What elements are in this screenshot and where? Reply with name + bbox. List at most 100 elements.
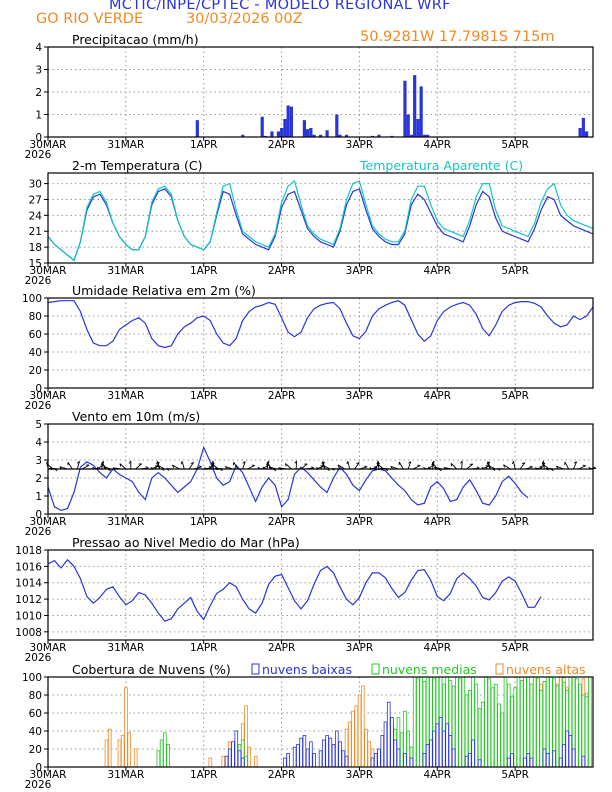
wind-barb	[461, 460, 463, 470]
cloud-bar-nuvens-baixas	[468, 753, 472, 768]
wind-barb-head	[364, 465, 368, 468]
x-tick-label: 31MAR	[107, 769, 144, 781]
y-tick-label: 40	[29, 726, 42, 738]
x-year-label: 2026	[25, 652, 52, 664]
cloud-bar-nuvens-baixas	[422, 753, 427, 768]
cloud-bar-nuvens-baixas	[373, 753, 378, 768]
cloud-bar-nuvens-baixas	[545, 753, 550, 768]
wind-barb-head	[157, 465, 160, 469]
cloud-bar-nuvens-medias	[500, 712, 505, 768]
run-date: 30/03/2026 00Z	[186, 11, 303, 27]
cloud-bar-nuvens-altas	[357, 694, 362, 768]
cloud-bar-nuvens-baixas	[283, 757, 287, 768]
cloud-bar-nuvens-baixas	[558, 757, 563, 768]
wind-barb-head	[337, 464, 340, 468]
x-tick-label: 30MAR	[30, 642, 67, 654]
cloud-bar-nuvens-baixas	[305, 748, 310, 768]
cloud-bar-nuvens-altas	[253, 755, 258, 768]
cloud-bar-nuvens-altas	[247, 746, 252, 768]
y-tick-label: 3	[35, 455, 42, 467]
cloud-bar-nuvens-baixas	[377, 748, 381, 768]
wind-barb-head	[76, 461, 80, 464]
y-tick-label: 3	[35, 65, 42, 77]
cloud-bar-nuvens-medias	[166, 744, 170, 768]
wind-barb	[266, 461, 270, 470]
y-tick-label: 1010	[15, 610, 42, 622]
cloud-bar-nuvens-medias	[558, 676, 563, 768]
x-tick-label: 31MAR	[107, 516, 144, 528]
cloud-bar-nuvens-baixas	[380, 735, 385, 768]
wind-barb-head	[460, 460, 463, 464]
panel-frame	[47, 676, 594, 768]
wind-barb-head	[310, 466, 315, 469]
y-tick-label: 4	[35, 437, 42, 449]
wind-barb-head	[408, 461, 412, 464]
cloud-bar-nuvens-baixas	[526, 753, 531, 768]
precip-bar	[286, 105, 290, 137]
y-tick-label: 0	[35, 132, 42, 144]
precip-bar	[344, 134, 349, 137]
cloud-bar-nuvens-baixas	[464, 755, 469, 768]
wind-barb-head	[376, 460, 379, 464]
x-tick-label: 4APR	[424, 769, 452, 781]
cloud-bar-nuvens-medias	[532, 676, 537, 768]
cloud-bar-nuvens-baixas	[390, 717, 394, 768]
cloud-bar-nuvens-medias	[493, 683, 498, 768]
cloud-bar-nuvens-altas	[360, 685, 365, 768]
y-tick-label: 1	[35, 491, 42, 503]
wind-barb-head	[172, 464, 175, 468]
wind-barb	[564, 461, 570, 470]
precip-bar	[419, 86, 423, 137]
cloud-bar-nuvens-medias	[461, 676, 466, 768]
wind-barb	[337, 464, 346, 470]
x-tick-label: 1APR	[190, 516, 218, 528]
cloud-bar-nuvens-baixas	[318, 750, 323, 768]
precip-bar	[276, 131, 281, 137]
wind-barb-head	[190, 461, 194, 464]
cloud-bar-nuvens-baixas	[224, 755, 229, 768]
legend-swatch	[495, 663, 504, 675]
cloud-bar-nuvens-baixas	[227, 748, 232, 768]
cloud-bar-nuvens-altas	[354, 705, 359, 768]
cloud-bar-nuvens-medias	[244, 755, 248, 768]
cloud-bar-nuvens-medias	[477, 708, 482, 768]
cloud-bar-nuvens-medias	[474, 683, 479, 768]
x-tick-label: 31MAR	[107, 642, 144, 654]
panel-5: 1008 1010 1012 1014 1016 1018 30MAR 31MAR 1APR 2A…	[15, 535, 594, 664]
panel-title: Pressao ao Nivel Medio do Mar (hPa)	[72, 535, 300, 550]
precip-bar	[312, 134, 316, 137]
precip-bar	[338, 134, 342, 137]
y-tick-label: 60	[29, 708, 42, 720]
x-tick-label: 1APR	[190, 390, 218, 402]
wind-barb	[347, 461, 351, 470]
wind-barb	[485, 461, 491, 470]
cloud-bar-nuvens-baixas	[510, 753, 514, 768]
x-tick-label: 3APR	[346, 139, 374, 151]
wind-barb	[466, 463, 474, 470]
legend-swatch	[371, 663, 380, 675]
cloud-bar-nuvens-baixas	[432, 730, 436, 768]
cloud-bar-nuvens-baixas	[571, 748, 576, 768]
x-tick-label: 3APR	[346, 769, 374, 781]
cloud-bar-nuvens-altas	[133, 748, 138, 768]
cloud-bar-nuvens-medias	[513, 687, 518, 768]
precip-bar	[578, 128, 582, 137]
y-tick-label: 1	[35, 110, 42, 122]
x-tick-label: 4APR	[424, 390, 452, 402]
wind-barb	[157, 461, 161, 470]
precip-bar	[426, 134, 430, 137]
precip-bar	[306, 129, 310, 137]
series-line	[47, 445, 529, 512]
wind-barb-head	[573, 461, 577, 464]
cloud-bar-nuvens-baixas	[542, 748, 547, 768]
y-tick-label: 0	[35, 762, 42, 774]
y-tick-label: 40	[29, 347, 42, 359]
precip-bar	[377, 134, 381, 137]
cloud-bar-nuvens-altas	[347, 721, 352, 768]
x-tick-label: 5APR	[501, 769, 529, 781]
panel-title: 2-m Temperatura (C)	[72, 158, 203, 173]
cloud-bar-nuvens-medias	[458, 678, 462, 768]
x-tick-label: 30MAR	[30, 769, 67, 781]
cloud-bar-nuvens-baixas	[338, 741, 342, 768]
panel-frame	[47, 46, 594, 138]
